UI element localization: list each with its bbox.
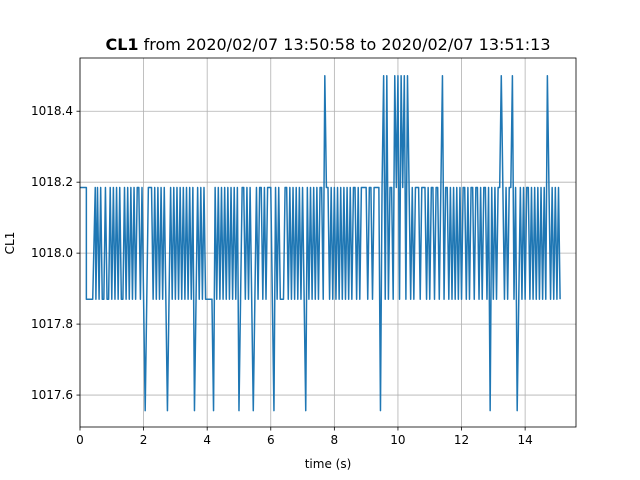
x-tick-label: 10 — [390, 433, 405, 447]
y-axis-label: CL1 — [3, 232, 17, 255]
x-tick-label: 6 — [267, 433, 275, 447]
chart-title: CL1 from 2020/02/07 13:50:58 to 2020/02/… — [105, 35, 550, 54]
plot-background — [80, 58, 576, 427]
y-tick-label: 1017.8 — [31, 317, 73, 331]
y-tick-label: 1018.4 — [31, 104, 73, 118]
y-axis-ticks: 1017.6 1017.8 1018.0 1018.2 1018.4 — [31, 104, 80, 402]
x-tick-label: 4 — [203, 433, 211, 447]
x-tick-label: 12 — [454, 433, 469, 447]
chart-title-rest: from 2020/02/07 13:50:58 to 2020/02/07 1… — [139, 35, 551, 54]
y-tick-label: 1018.0 — [31, 246, 73, 260]
x-tick-label: 8 — [331, 433, 339, 447]
x-axis-ticks: 0 2 4 6 8 10 12 14 — [76, 427, 533, 447]
x-axis-label: time (s) — [305, 457, 352, 471]
series-line-cl1 — [80, 74, 561, 412]
y-tick-label: 1017.6 — [31, 388, 73, 402]
chart-title-bold: CL1 — [105, 35, 138, 54]
plot-frame — [79, 57, 577, 428]
x-tick-label: 14 — [517, 433, 532, 447]
y-tick-label: 1018.2 — [31, 175, 73, 189]
x-tick-label: 0 — [76, 433, 84, 447]
x-tick-label: 2 — [140, 433, 148, 447]
